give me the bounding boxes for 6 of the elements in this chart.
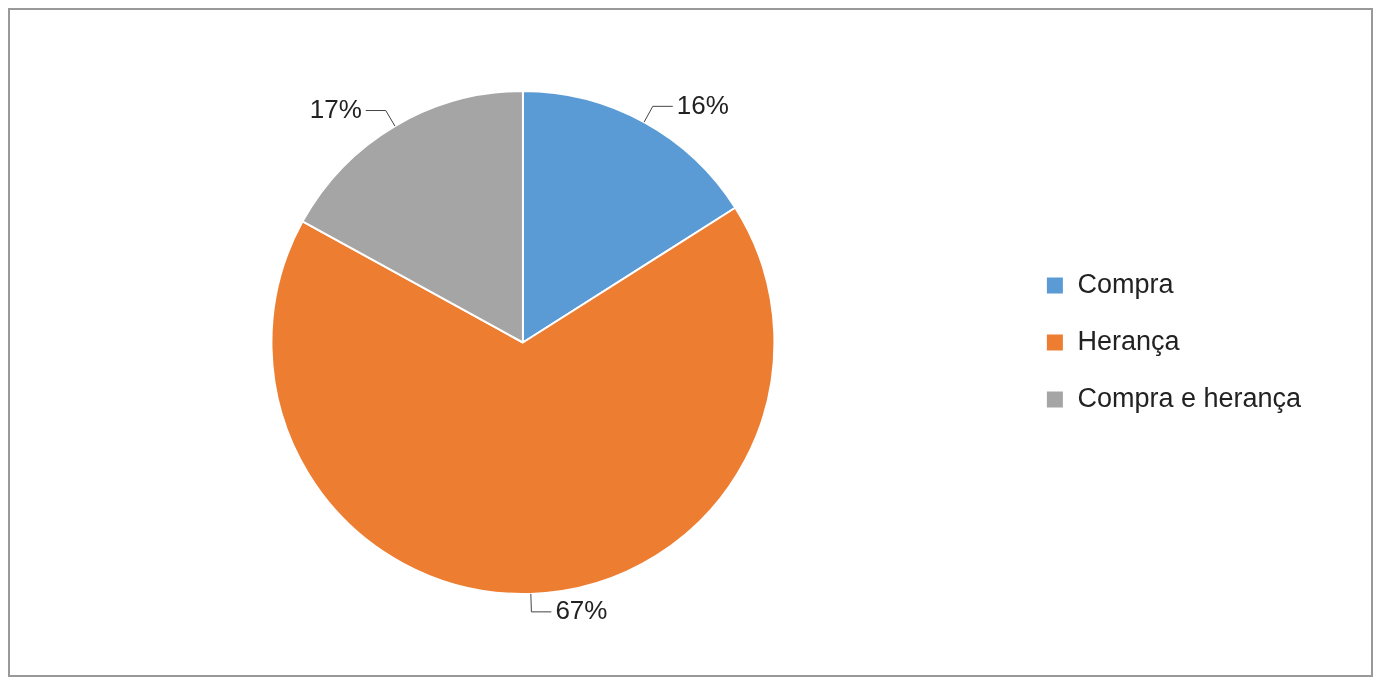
legend-label: Compra e herança bbox=[1077, 382, 1302, 413]
legend-label: Compra bbox=[1077, 268, 1175, 299]
data-label: 67% bbox=[555, 595, 608, 626]
legend-label: Herança bbox=[1077, 325, 1181, 356]
data-label: 16% bbox=[676, 89, 729, 120]
data-label: 17% bbox=[309, 93, 362, 124]
